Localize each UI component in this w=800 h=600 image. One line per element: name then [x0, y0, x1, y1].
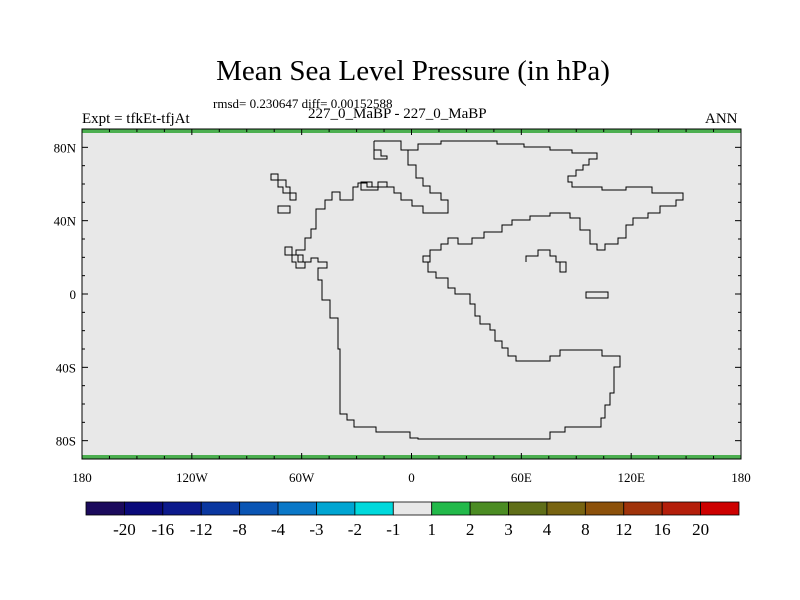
- lon-tick-label: 120E: [617, 470, 645, 485]
- colorbar-swatch: [584, 501, 625, 516]
- lon-tick-label: 60W: [289, 470, 315, 485]
- colorbar-label: 16: [654, 520, 671, 539]
- colorbar-label: -16: [151, 520, 174, 539]
- lon-tick-label: 60E: [511, 470, 532, 485]
- longitude-ticks: 180 120W 60W 0 60E 120E 180: [72, 129, 751, 485]
- colorbar-swatch: [200, 501, 241, 516]
- colorbar-label: 2: [466, 520, 475, 539]
- colorbar-label: 3: [504, 520, 513, 539]
- colorbar-label: 12: [615, 520, 632, 539]
- colorbar-label: -4: [271, 520, 286, 539]
- colorbar-label: -20: [113, 520, 136, 539]
- colorbar-label: -2: [348, 520, 362, 539]
- colorbar-swatch: [124, 501, 164, 516]
- colorbar-swatch: [700, 501, 740, 516]
- coastline-inner-sea: [422, 255, 431, 263]
- colorbar-swatch: [431, 501, 471, 516]
- colorbar-label: -1: [386, 520, 400, 539]
- colorbar-label: -8: [233, 520, 247, 539]
- colorbar-label: 1: [427, 520, 436, 539]
- lon-tick-label: 120W: [176, 470, 209, 485]
- case-label: 227_0_MaBP - 227_0_MaBP: [308, 106, 487, 122]
- colorbar-swatch: [85, 501, 125, 516]
- season-label: ANN: [705, 111, 738, 127]
- colorbar-swatch: [162, 501, 202, 516]
- stats-label: rmsd= 0.230647 diff= 0.00152588: [213, 96, 393, 111]
- island-west-small: [277, 205, 291, 214]
- colorbar-swatch: [354, 501, 394, 516]
- colorbar-swatch: [469, 501, 509, 516]
- colorbar-swatch: [239, 501, 279, 516]
- colorbar-swatch: [277, 501, 317, 516]
- colorbar-swatch: [623, 501, 663, 516]
- colorbar-label: 20: [692, 520, 709, 539]
- map-area: [82, 129, 741, 459]
- colorbar-swatch: [316, 501, 356, 516]
- coastline-east-gulf: [525, 249, 567, 273]
- colorbar-swatch: [508, 501, 548, 516]
- island-west-north: [270, 173, 297, 201]
- plot-title: Mean Sea Level Pressure (in hPa): [216, 55, 610, 87]
- colorbar-label: 4: [543, 520, 552, 539]
- colorbar: -20 -16 -12 -8 -4 -3 -2 -1 1 2 3 4 8 12 16 20: [85, 501, 740, 539]
- lat-tick-label: 40N: [54, 214, 77, 229]
- lat-tick-label: 80S: [56, 434, 76, 449]
- island-east: [585, 291, 609, 299]
- colorbar-label: -3: [309, 520, 323, 539]
- colorbar-swatch: [546, 501, 586, 516]
- colorbar-swatch: [661, 501, 701, 516]
- coastline-main-continent: [295, 140, 684, 440]
- colorbar-swatch: [392, 501, 433, 516]
- lat-tick-label: 80N: [54, 140, 77, 155]
- experiment-label: Expt = tfkEt-tfjAt: [82, 111, 190, 127]
- lat-tick-label: 0: [70, 287, 77, 302]
- lat-tick-label: 40S: [56, 360, 76, 375]
- island-southwest: [284, 246, 306, 269]
- colorbar-label: -12: [190, 520, 213, 539]
- lon-tick-label: 180: [72, 470, 92, 485]
- lon-tick-label: 0: [408, 470, 415, 485]
- lon-tick-label: 180: [731, 470, 751, 485]
- island-north-sea: [360, 181, 388, 191]
- colorbar-label: 8: [581, 520, 590, 539]
